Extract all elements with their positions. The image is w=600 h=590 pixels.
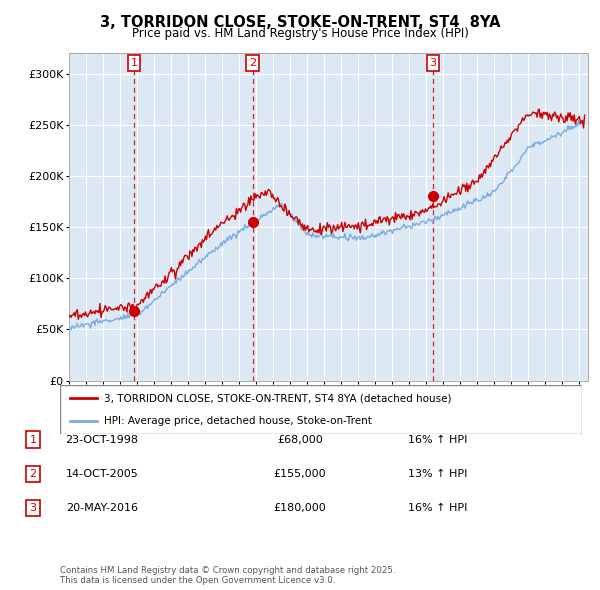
Text: 2: 2 — [29, 469, 37, 478]
Text: 2: 2 — [249, 58, 256, 68]
Text: 20-MAY-2016: 20-MAY-2016 — [66, 503, 138, 513]
FancyBboxPatch shape — [60, 385, 582, 434]
Text: 1: 1 — [29, 435, 37, 444]
Text: Contains HM Land Registry data © Crown copyright and database right 2025.
This d: Contains HM Land Registry data © Crown c… — [60, 566, 395, 585]
Text: HPI: Average price, detached house, Stoke-on-Trent: HPI: Average price, detached house, Stok… — [104, 415, 372, 425]
Text: £68,000: £68,000 — [277, 435, 323, 444]
Text: 13% ↑ HPI: 13% ↑ HPI — [409, 469, 467, 478]
Text: Price paid vs. HM Land Registry's House Price Index (HPI): Price paid vs. HM Land Registry's House … — [131, 27, 469, 40]
Text: 16% ↑ HPI: 16% ↑ HPI — [409, 435, 467, 444]
Text: 3: 3 — [29, 503, 37, 513]
Text: 3, TORRIDON CLOSE, STOKE-ON-TRENT, ST4  8YA: 3, TORRIDON CLOSE, STOKE-ON-TRENT, ST4 8… — [100, 15, 500, 30]
Text: 16% ↑ HPI: 16% ↑ HPI — [409, 503, 467, 513]
Text: 3: 3 — [430, 58, 436, 68]
Text: 23-OCT-1998: 23-OCT-1998 — [65, 435, 139, 444]
Text: 3, TORRIDON CLOSE, STOKE-ON-TRENT, ST4 8YA (detached house): 3, TORRIDON CLOSE, STOKE-ON-TRENT, ST4 8… — [104, 394, 452, 404]
Text: £155,000: £155,000 — [274, 469, 326, 478]
Text: 14-OCT-2005: 14-OCT-2005 — [65, 469, 139, 478]
Text: 1: 1 — [130, 58, 137, 68]
Text: £180,000: £180,000 — [274, 503, 326, 513]
